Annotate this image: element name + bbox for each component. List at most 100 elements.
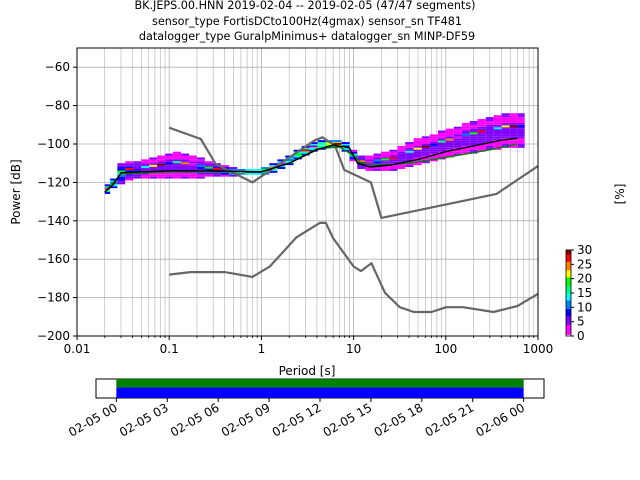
density-cell bbox=[501, 119, 510, 121]
density-cell bbox=[485, 126, 494, 129]
density-cell bbox=[349, 151, 358, 154]
density-stripe bbox=[165, 162, 173, 165]
colorbar-cell bbox=[566, 303, 571, 305]
density-cell bbox=[461, 149, 470, 152]
density-cell bbox=[141, 172, 150, 175]
density-cell bbox=[501, 130, 510, 133]
density-cell bbox=[157, 176, 166, 179]
density-cell bbox=[461, 151, 470, 154]
density-cell bbox=[501, 122, 510, 125]
density-cell bbox=[445, 132, 454, 135]
x-tick-label: 0.01 bbox=[64, 342, 91, 356]
colorbar-tick-label: 15 bbox=[577, 286, 592, 300]
x-tick-label: 1 bbox=[258, 342, 266, 356]
density-cell bbox=[437, 147, 446, 150]
density-cell bbox=[397, 159, 406, 162]
density-stripe bbox=[117, 170, 126, 173]
colorbar-cell bbox=[566, 262, 571, 265]
colorbar-cell bbox=[566, 271, 571, 274]
density-cell bbox=[517, 140, 525, 143]
density-cell bbox=[180, 161, 190, 164]
colorbar-cell bbox=[566, 301, 571, 304]
density-cell bbox=[189, 172, 197, 175]
density-cell bbox=[180, 176, 190, 179]
colorbar-tick-label: 5 bbox=[577, 315, 585, 329]
density-cell bbox=[373, 167, 382, 169]
density-cell bbox=[165, 157, 173, 160]
density-cell bbox=[180, 157, 190, 160]
density-cell bbox=[357, 165, 366, 168]
density-cell bbox=[189, 159, 197, 162]
density-cell bbox=[517, 130, 525, 133]
density-stripe bbox=[149, 164, 158, 167]
density-cell bbox=[165, 155, 173, 158]
density-cell bbox=[437, 138, 446, 141]
density-cell bbox=[421, 144, 430, 146]
density-cell bbox=[485, 140, 494, 143]
density-cell bbox=[141, 159, 150, 162]
density-cell bbox=[477, 126, 486, 129]
colorbar-cell bbox=[566, 261, 571, 264]
density-cell bbox=[196, 174, 205, 177]
density-cell bbox=[357, 161, 366, 164]
density-stripe bbox=[325, 142, 334, 145]
nlnm-curve bbox=[169, 221, 539, 314]
density-cell bbox=[453, 132, 462, 135]
density-cell bbox=[373, 161, 382, 164]
density-cell bbox=[141, 163, 150, 166]
density-cell bbox=[429, 142, 438, 144]
colorbar-cell bbox=[566, 330, 571, 332]
density-cell bbox=[133, 163, 142, 166]
density-cell bbox=[413, 163, 422, 166]
density-cell bbox=[445, 130, 454, 133]
y-axis-ticks: −200 −180 −160 −140 −120 −100 −80 −60 bbox=[37, 60, 77, 343]
density-cell bbox=[429, 136, 438, 139]
density-stripe bbox=[189, 163, 197, 166]
x-tick-label: 100 bbox=[434, 342, 457, 356]
density-stripe bbox=[405, 150, 414, 153]
density-cell bbox=[445, 128, 454, 131]
density-cell bbox=[269, 170, 278, 173]
density-cell bbox=[437, 144, 446, 146]
density-cell bbox=[405, 144, 414, 146]
colorbar-cell bbox=[566, 288, 571, 291]
density-stripe bbox=[309, 145, 318, 148]
colorbar-cell bbox=[566, 265, 571, 268]
density-cell bbox=[125, 161, 134, 164]
colorbar-cell bbox=[566, 323, 571, 325]
density-cell bbox=[437, 142, 446, 144]
density-cell bbox=[149, 172, 158, 175]
density-cell bbox=[437, 155, 446, 158]
density-cell bbox=[477, 142, 486, 144]
density-stripe bbox=[212, 167, 221, 170]
x-tick-label: 10 bbox=[346, 342, 361, 356]
colorbar-cell bbox=[566, 274, 571, 277]
x-tick-label: 0.1 bbox=[160, 342, 179, 356]
density-cell bbox=[349, 149, 358, 152]
density-cell bbox=[509, 128, 518, 131]
colorbar-cell bbox=[566, 334, 571, 337]
density-cell bbox=[469, 134, 478, 137]
density-cell bbox=[405, 147, 414, 150]
density-cell bbox=[196, 172, 205, 175]
density-cell bbox=[437, 149, 446, 152]
colorbar-cell bbox=[566, 272, 571, 275]
density-cell bbox=[325, 145, 334, 148]
density-cell bbox=[373, 153, 382, 156]
density-cell bbox=[141, 165, 150, 168]
density-cell bbox=[413, 140, 422, 143]
density-cell bbox=[157, 155, 166, 158]
density-cell bbox=[501, 140, 510, 143]
density-cell bbox=[469, 120, 478, 123]
density-cell bbox=[461, 144, 470, 146]
nhnm-curve bbox=[168, 126, 539, 219]
density-cell bbox=[453, 153, 462, 156]
density-stripe bbox=[157, 163, 166, 166]
density-cell bbox=[365, 159, 374, 162]
density-cell bbox=[165, 172, 173, 175]
density-cell bbox=[477, 145, 486, 148]
density-cell bbox=[421, 155, 430, 158]
density-stripe bbox=[133, 167, 142, 170]
density-cell bbox=[220, 174, 230, 177]
colorbar-cell bbox=[566, 314, 571, 317]
